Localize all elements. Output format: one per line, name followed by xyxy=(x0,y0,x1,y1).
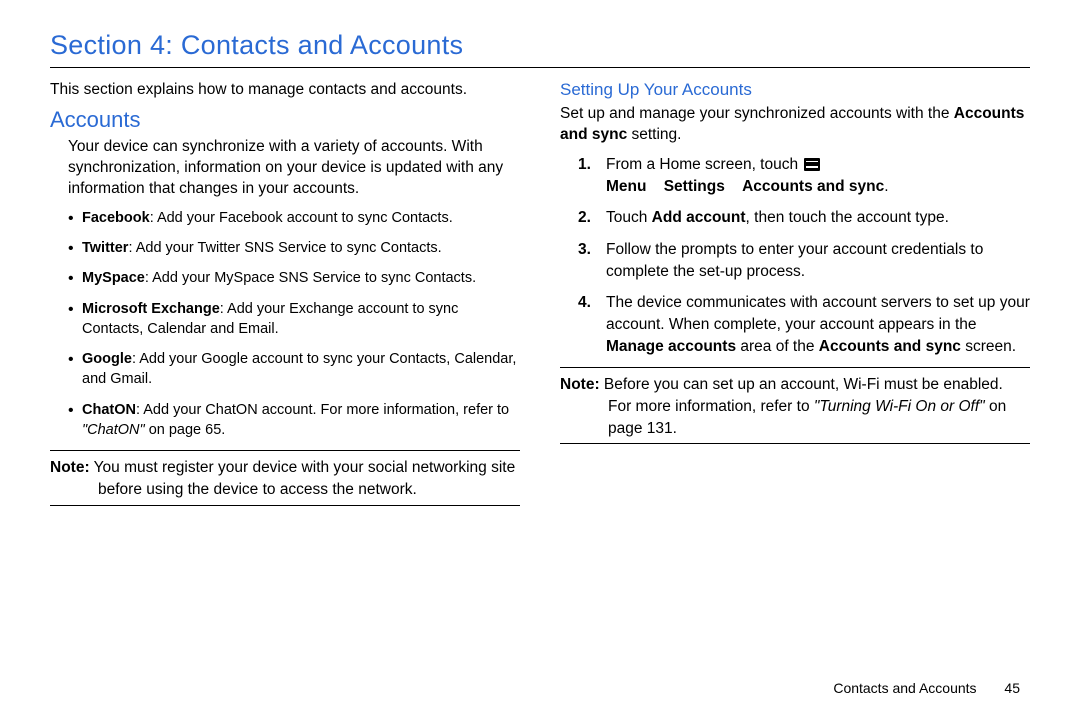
note-rule-bottom xyxy=(560,443,1030,444)
step-3: Follow the prompts to enter your account… xyxy=(578,239,1030,282)
accounts-intro: Your device can synchronize with a varie… xyxy=(68,137,520,200)
note-text: You must register your device with your … xyxy=(90,459,516,498)
accounts-body: Your device can synchronize with a varie… xyxy=(50,137,520,440)
bold-text: Add account xyxy=(652,209,746,226)
page-number: 45 xyxy=(1004,680,1020,696)
note-rule-top xyxy=(50,450,520,451)
bullet-label: MySpace xyxy=(82,270,145,286)
right-column: Setting Up Your Accounts Set up and mana… xyxy=(560,80,1030,512)
bullet-text: : Add your MySpace SNS Service to sync C… xyxy=(145,270,476,286)
title-rule xyxy=(50,67,1030,68)
accounts-bullet-list: Facebook: Add your Facebook account to s… xyxy=(68,208,520,441)
note-rule-top xyxy=(560,367,1030,368)
text: The device communicates with account ser… xyxy=(606,294,1030,333)
text: area of the xyxy=(736,338,819,355)
step-4: The device communicates with account ser… xyxy=(578,292,1030,357)
text: screen. xyxy=(961,338,1016,355)
note-label: Note: xyxy=(560,376,600,393)
bullet-text: : Add your ChatON account. For more info… xyxy=(136,402,509,418)
bullet-google: Google: Add your Google account to sync … xyxy=(68,349,520,390)
text: setting. xyxy=(627,126,681,143)
bullet-label: Google xyxy=(82,351,132,367)
section-title: Section 4: Contacts and Accounts xyxy=(50,30,1030,61)
note-block: Note: Before you can set up an account, … xyxy=(560,374,1030,439)
text: From a Home screen, touch xyxy=(606,156,802,173)
note-rule-bottom xyxy=(50,505,520,506)
page-footer: Contacts and Accounts 45 xyxy=(833,680,1020,696)
bold-text: Accounts and sync xyxy=(742,178,884,195)
setup-steps: From a Home screen, touch Menu Settings … xyxy=(578,154,1030,358)
bold-text: Accounts and sync xyxy=(819,338,961,355)
bold-text: Settings xyxy=(664,178,725,195)
text: Touch xyxy=(606,209,652,226)
bullet-facebook: Facebook: Add your Facebook account to s… xyxy=(68,208,520,228)
bullet-label: Microsoft Exchange xyxy=(82,301,220,317)
steps-wrapper: From a Home screen, touch Menu Settings … xyxy=(560,154,1030,358)
text: Set up and manage your synchronized acco… xyxy=(560,105,954,122)
two-column-layout: This section explains how to manage cont… xyxy=(50,80,1030,512)
bullet-twitter: Twitter: Add your Twitter SNS Service to… xyxy=(68,238,520,258)
bullet-myspace: MySpace: Add your MySpace SNS Service to… xyxy=(68,268,520,288)
bullet-label: Facebook xyxy=(82,210,150,226)
manual-page: Section 4: Contacts and Accounts This se… xyxy=(0,0,1080,720)
text: . xyxy=(884,178,888,195)
bullet-text: : Add your Facebook account to sync Cont… xyxy=(150,210,453,226)
step-1: From a Home screen, touch Menu Settings … xyxy=(578,154,1030,197)
bullet-exchange: Microsoft Exchange: Add your Exchange ac… xyxy=(68,299,520,340)
menu-icon xyxy=(804,158,820,171)
step-2: Touch Add account, then touch the accoun… xyxy=(578,207,1030,229)
bullet-label: ChatON xyxy=(82,402,136,418)
text: , then touch the account type. xyxy=(746,209,949,226)
bullet-label: Twitter xyxy=(82,240,128,256)
bullet-chaton: ChatON: Add your ChatON account. For mor… xyxy=(68,400,520,441)
left-column: This section explains how to manage cont… xyxy=(50,80,520,512)
intro-text: This section explains how to manage cont… xyxy=(50,80,520,101)
footer-section: Contacts and Accounts xyxy=(833,680,976,696)
bullet-text: on page 65. xyxy=(149,422,226,438)
bullet-text: : Add your Google account to sync your C… xyxy=(82,351,516,387)
note-block: Note: You must register your device with… xyxy=(50,457,520,500)
bold-text: Manage accounts xyxy=(606,338,736,355)
bold-text: Menu xyxy=(606,178,646,195)
bullet-text: : Add your Twitter SNS Service to sync C… xyxy=(128,240,441,256)
cross-ref: "Turning Wi-Fi On or Off" xyxy=(814,398,989,415)
accounts-heading: Accounts xyxy=(50,107,520,133)
note-label: Note: xyxy=(50,459,90,476)
setup-heading: Setting Up Your Accounts xyxy=(560,80,1030,100)
cross-ref: "ChatON" xyxy=(82,422,149,438)
setup-intro: Set up and manage your synchronized acco… xyxy=(560,104,1030,146)
